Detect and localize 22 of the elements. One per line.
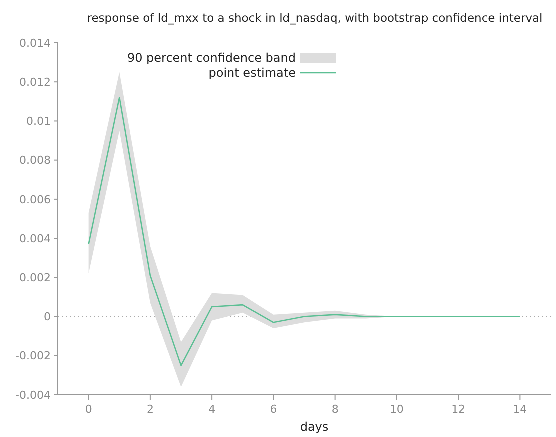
legend-label: point estimate [208, 66, 296, 80]
x-tick-label: 14 [513, 403, 528, 416]
x-tick-label: 0 [85, 403, 92, 416]
y-tick-label: 0.01 [26, 115, 51, 128]
y-tick-label: 0.012 [20, 76, 51, 89]
x-tick-label: 4 [208, 403, 216, 416]
y-tick-label: 0.004 [20, 232, 51, 246]
y-tick-label: 0.002 [20, 272, 51, 285]
y-tick-label: 0.014 [20, 36, 51, 50]
chart-title: response of ld_mxx to a shock in ld_nasdaq, with bootstrap confidence interval [87, 11, 543, 25]
y-tick-label: -0.004 [16, 388, 51, 402]
annotation: 90 percent confidence band [127, 51, 296, 66]
y-tick-label: -0.002 [16, 350, 51, 363]
x-tick-label: 2 [146, 403, 154, 416]
x-axis-title: days [300, 420, 329, 434]
x-tick-label: 6 [270, 403, 278, 416]
x-tick-label: 10 [390, 403, 404, 416]
y-tick-label: 0.008 [20, 154, 51, 168]
x-tick-label: 8 [332, 403, 339, 416]
y-tick-label: 0 [44, 310, 51, 324]
x-tick-label: 12 [452, 403, 466, 416]
y-tick-label: 0.006 [20, 193, 51, 206]
